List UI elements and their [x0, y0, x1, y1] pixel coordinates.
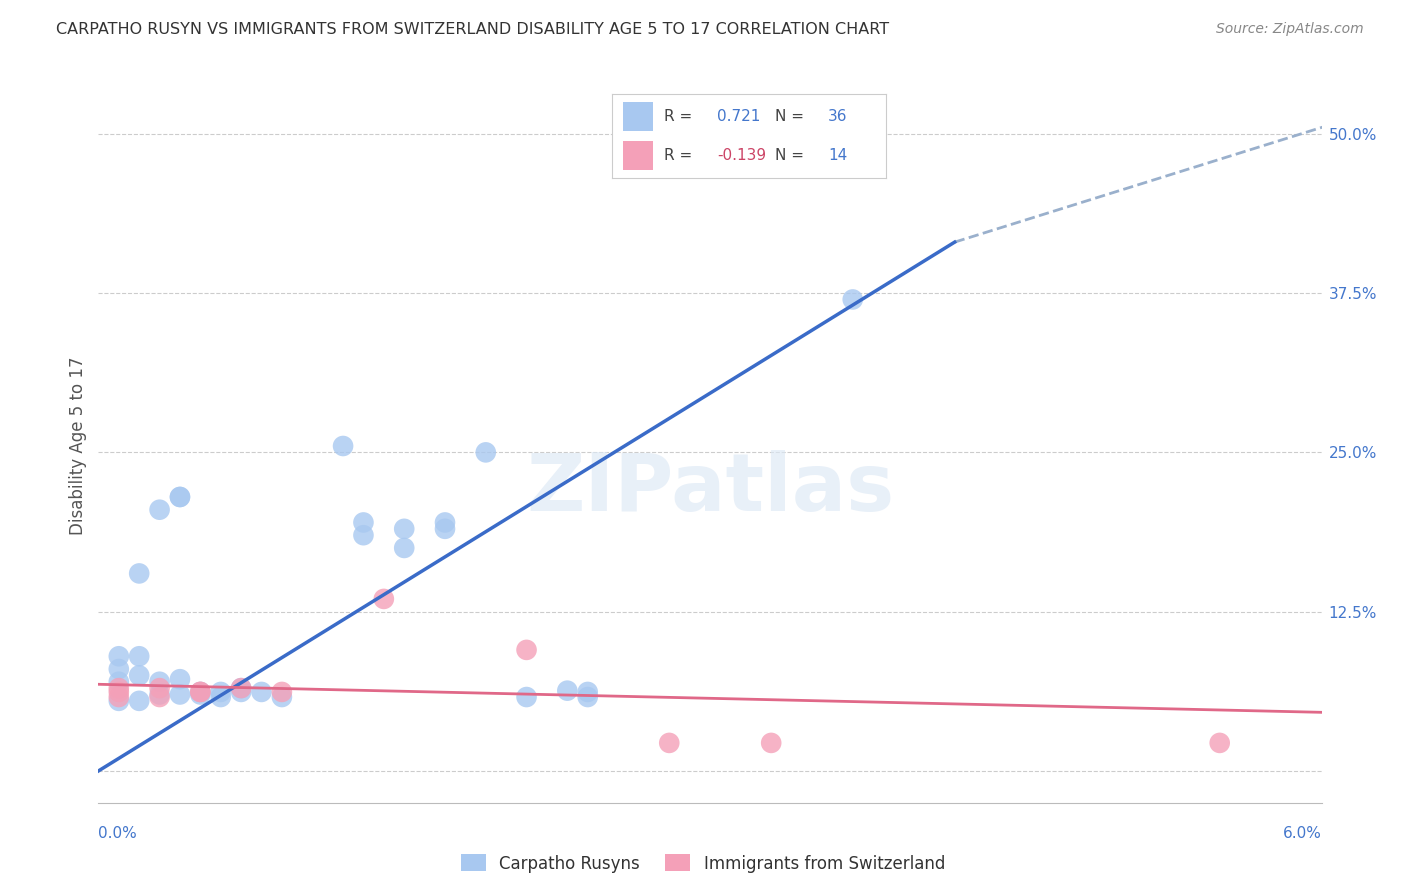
Point — [231, 681, 253, 695]
Point — [433, 522, 456, 536]
Point — [169, 490, 191, 504]
Point — [169, 490, 191, 504]
Point — [250, 685, 273, 699]
Point — [209, 690, 232, 704]
FancyBboxPatch shape — [623, 103, 652, 131]
Point — [841, 293, 863, 307]
Text: 14: 14 — [828, 148, 848, 163]
Point — [352, 528, 374, 542]
Point — [128, 649, 150, 664]
Text: -0.139: -0.139 — [717, 148, 766, 163]
Point — [128, 694, 150, 708]
Point — [188, 688, 212, 702]
Point — [108, 649, 131, 664]
Text: R =: R = — [664, 109, 697, 124]
Text: 6.0%: 6.0% — [1282, 826, 1322, 841]
Point — [373, 591, 395, 606]
Text: CARPATHO RUSYN VS IMMIGRANTS FROM SWITZERLAND DISABILITY AGE 5 TO 17 CORRELATION: CARPATHO RUSYN VS IMMIGRANTS FROM SWITZE… — [56, 22, 890, 37]
Text: 0.0%: 0.0% — [98, 826, 138, 841]
Point — [149, 502, 172, 516]
Point — [149, 674, 172, 689]
Text: Source: ZipAtlas.com: Source: ZipAtlas.com — [1216, 22, 1364, 37]
Point — [108, 694, 131, 708]
Point — [270, 685, 292, 699]
Point — [108, 685, 131, 699]
Y-axis label: Disability Age 5 to 17: Disability Age 5 to 17 — [69, 357, 87, 535]
Point — [188, 685, 212, 699]
Point — [576, 690, 599, 704]
Point — [231, 685, 253, 699]
Point — [128, 566, 150, 581]
Point — [516, 690, 538, 704]
Text: N =: N = — [775, 148, 808, 163]
Point — [128, 668, 150, 682]
Legend: Carpatho Rusyns, Immigrants from Switzerland: Carpatho Rusyns, Immigrants from Switzer… — [454, 847, 952, 880]
Point — [149, 681, 172, 695]
Point — [149, 688, 172, 702]
Point — [270, 690, 292, 704]
Point — [108, 690, 131, 704]
Point — [108, 662, 131, 676]
Point — [392, 541, 416, 555]
Point — [576, 685, 599, 699]
Point — [1208, 736, 1232, 750]
Point — [231, 681, 253, 695]
Point — [188, 685, 212, 699]
Point — [474, 445, 498, 459]
Point — [658, 736, 681, 750]
Point — [352, 516, 374, 530]
Point — [188, 685, 212, 699]
FancyBboxPatch shape — [623, 141, 652, 169]
Text: 36: 36 — [828, 109, 848, 124]
Point — [516, 643, 538, 657]
Point — [555, 683, 579, 698]
Point — [169, 688, 191, 702]
Point — [209, 685, 232, 699]
Text: ZIPatlas: ZIPatlas — [526, 450, 894, 528]
Point — [433, 516, 456, 530]
Point — [332, 439, 354, 453]
Point — [761, 736, 783, 750]
Text: 0.721: 0.721 — [717, 109, 761, 124]
Text: R =: R = — [664, 148, 697, 163]
Point — [108, 681, 131, 695]
Point — [149, 690, 172, 704]
Point — [108, 674, 131, 689]
Text: N =: N = — [775, 109, 808, 124]
Point — [392, 522, 416, 536]
Point — [169, 672, 191, 686]
